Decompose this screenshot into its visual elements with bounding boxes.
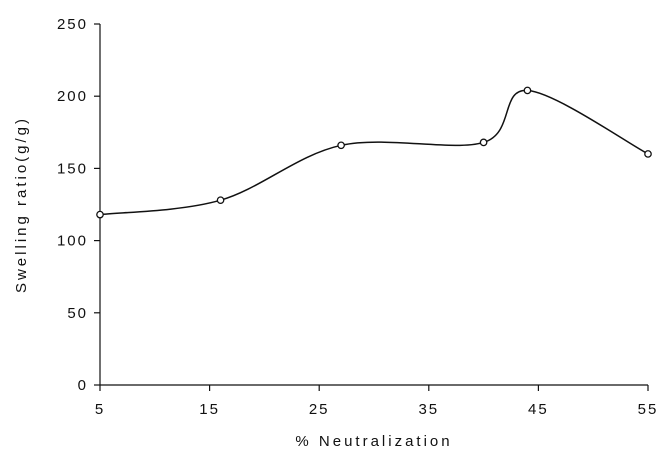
- data-point: [523, 86, 532, 95]
- y-tick-label: 200: [57, 88, 88, 105]
- y-axis: 0 50 100 150 200 250: [57, 16, 101, 394]
- y-axis-title: Swelling ratio(g/g): [13, 116, 30, 293]
- data-point: [337, 141, 345, 150]
- x-ticks: 5 15 25 35 45 55: [95, 385, 657, 418]
- x-tick-label: 35: [418, 401, 439, 418]
- data-point: [644, 150, 652, 158]
- y-ticks: 0 50 100 150 200 250: [57, 16, 100, 394]
- x-tick-label: 45: [528, 401, 549, 418]
- data-point: [96, 210, 104, 219]
- x-tick-label: 55: [638, 401, 657, 418]
- x-axis-title: % Neutralization: [295, 433, 452, 450]
- x-axis: 5 15 25 35 45 55: [95, 384, 657, 418]
- y-tick-label: 100: [57, 233, 88, 250]
- series-group: [96, 86, 652, 219]
- y-tick-label: 0: [78, 377, 88, 394]
- y-tick-label: 50: [67, 305, 88, 322]
- data-point: [216, 196, 225, 205]
- x-tick-label: 5: [95, 401, 105, 418]
- data-point: [479, 138, 488, 147]
- y-tick-label: 150: [57, 160, 88, 177]
- x-tick-label: 25: [309, 401, 330, 418]
- series-line: [99, 89, 649, 216]
- y-tick-label: 250: [57, 16, 88, 33]
- x-tick-label: 15: [199, 401, 220, 418]
